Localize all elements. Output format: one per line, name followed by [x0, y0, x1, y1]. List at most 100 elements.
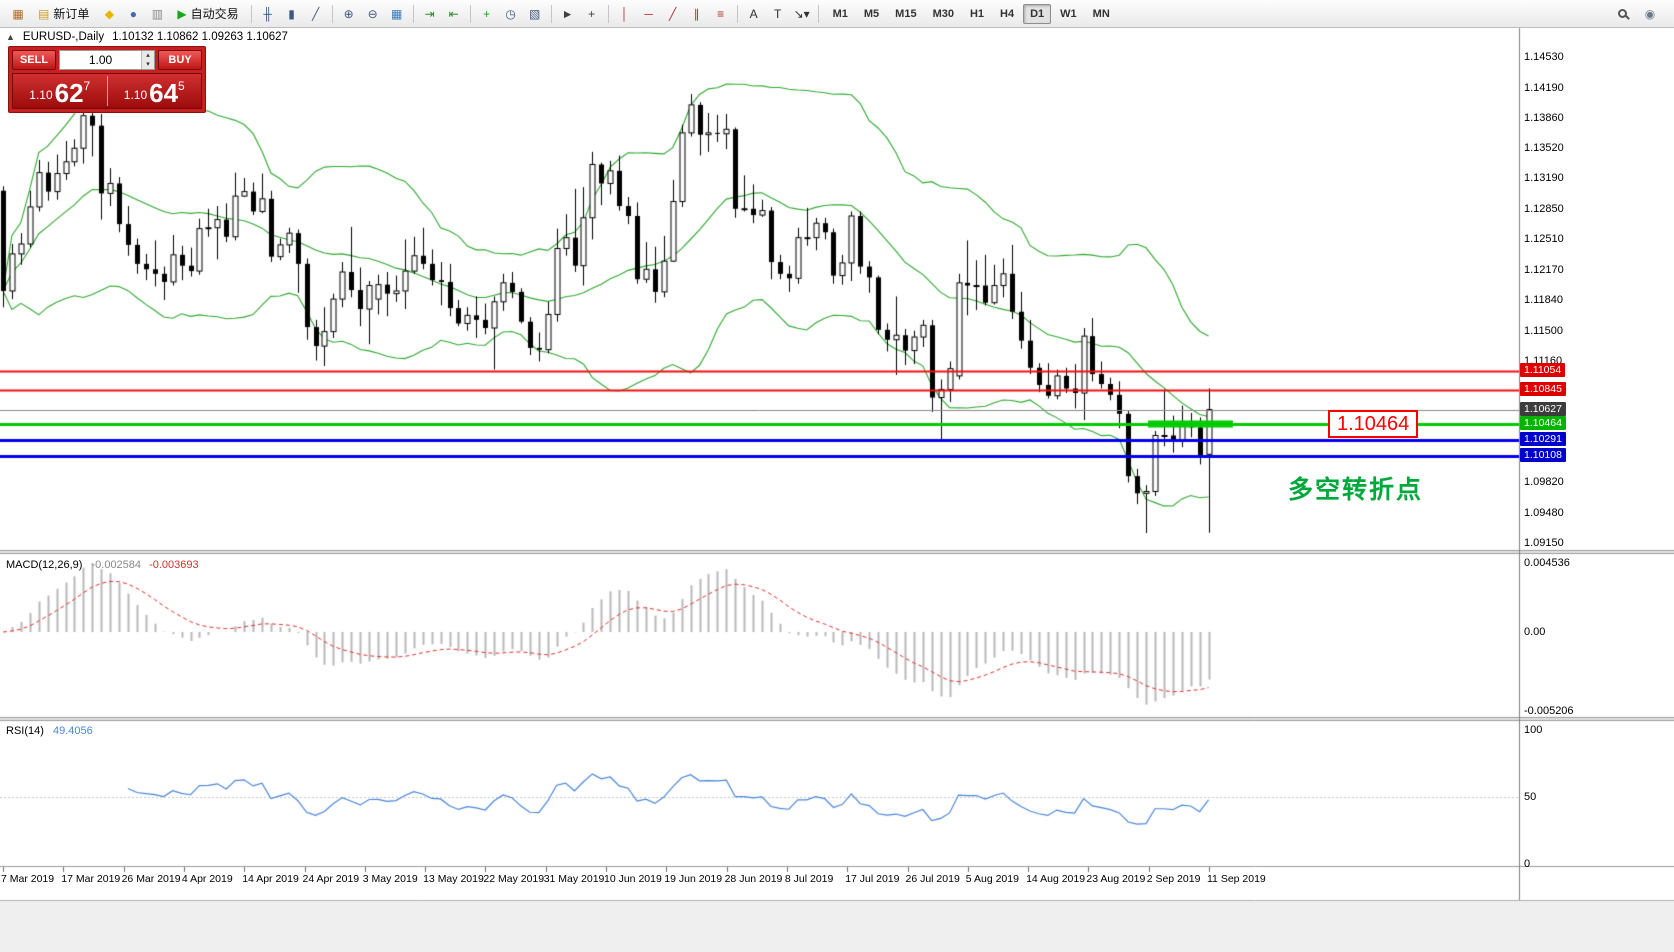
zoom-out-icon[interactable]: ⊖ — [362, 3, 384, 25]
trendline-icon: ╱ — [668, 6, 677, 21]
new-order-button: ▤ — [38, 6, 50, 21]
buy-button[interactable]: BUY — [158, 50, 202, 70]
new-chart-icon: ▦ — [12, 6, 24, 21]
search-icon — [1617, 9, 1627, 18]
templates-icon[interactable]: ▧ — [524, 3, 546, 25]
periods-icon: ◷ — [505, 6, 516, 21]
sell-price[interactable]: 1.10 62 7 — [13, 74, 107, 108]
candlestick-chart-icon[interactable]: ▮ — [281, 3, 303, 25]
turning-point-label[interactable]: 多空转折点 — [1288, 476, 1424, 504]
auto-scroll-icon: ⇥ — [424, 6, 435, 21]
volume-down-button[interactable]: ▾ — [142, 60, 154, 69]
price-callout-box[interactable]: 1.10464 — [1328, 410, 1419, 438]
buy-price[interactable]: 1.10 64 5 — [108, 74, 202, 108]
chart-shift-icon[interactable]: ⇤ — [443, 3, 465, 25]
vertical-line-icon[interactable]: │ — [614, 3, 636, 25]
volume-value[interactable]: 1.00 — [88, 53, 113, 67]
oct-price-divider — [106, 76, 108, 106]
autotrading-button[interactable]: ▶ 自动交易 — [170, 3, 245, 25]
text-label-icon[interactable]: T — [767, 3, 789, 25]
zoom-in-icon[interactable]: ⊕ — [338, 3, 360, 25]
experts-icon: ● — [129, 6, 137, 21]
new-order-button-label: 新订单 — [53, 7, 90, 21]
zoom-out-icon: ⊖ — [367, 6, 378, 21]
new-order-button[interactable]: ▤ 新订单 — [31, 3, 96, 25]
cursor-icon: ► — [561, 6, 574, 21]
toolbar-separator — [817, 4, 819, 23]
auto-scroll-icon[interactable]: ⇥ — [419, 3, 441, 25]
trendline-icon[interactable]: ╱ — [662, 3, 684, 25]
horizontal-line-icon: ─ — [644, 6, 653, 21]
timeframe-m30-button[interactable]: M30 — [932, 7, 954, 20]
channel-icon: ∥ — [693, 6, 700, 21]
experts-icon[interactable]: ● — [122, 3, 144, 25]
bar-chart-icon: ╫ — [263, 6, 272, 21]
arrows-icon: ↘▾ — [793, 6, 810, 21]
sell-button[interactable]: SELL — [12, 50, 56, 70]
timeframe-d1-button[interactable]: D1 — [1023, 3, 1052, 24]
rsi-indicator-label: RSI(14) 49.4056 — [6, 725, 93, 737]
crosshair-icon: + — [588, 6, 596, 21]
toolbar-separator — [607, 4, 609, 23]
tile-windows-icon[interactable]: ▦ — [386, 3, 408, 25]
line-chart-icon: ╱ — [311, 6, 320, 21]
candlestick-chart-icon: ▮ — [288, 6, 295, 21]
sell-price-prefix: 1.10 — [29, 88, 53, 102]
volume-up-button[interactable]: ▴ — [142, 51, 154, 60]
chart-symbol-label: EURUSD-,Daily — [22, 31, 105, 43]
timeframe-m5-button[interactable]: M5 — [863, 7, 880, 20]
timeframe-w1-button[interactable]: W1 — [1060, 7, 1077, 20]
text-icon[interactable]: A — [743, 3, 765, 25]
toolbar-left-group: ▦ ▤ 新订单 ◆ ● ▥ ▶ 自动交易 ╫ ▮ ╱ ⊕ ⊖ ▦ ⇥ ⇤ + ◷ ▧ ► + │ ─ ╱ ∥ ≡ A T ↘▾ — [6, 3, 823, 25]
chart-symbol-line: ▲ EURUSD-,Daily 1.10132 1.10862 1.09263 … — [6, 31, 288, 43]
text-icon: A — [749, 6, 758, 21]
crosshair-icon[interactable]: + — [581, 3, 603, 25]
oct-controls-row: SELL 1.00 ▴ ▾ BUY — [12, 50, 202, 70]
toolbar-separator — [469, 4, 471, 23]
arrows-icon[interactable]: ↘▾ — [791, 3, 813, 25]
cursor-icon[interactable]: ► — [557, 3, 579, 25]
timeframe-h1-button[interactable]: H1 — [969, 7, 985, 20]
templates-icon: ▧ — [528, 6, 541, 21]
line-chart-icon[interactable]: ╱ — [305, 3, 327, 25]
macd-signal-value: -0.003693 — [149, 559, 199, 571]
channel-icon[interactable]: ∥ — [686, 3, 708, 25]
rsi-value: 49.4056 — [52, 725, 93, 737]
search-icon[interactable] — [1611, 3, 1633, 25]
one-click-trading-panel: SELL 1.00 ▴ ▾ BUY 1.10 62 7 1.10 64 5 — [8, 46, 206, 113]
timeframe-m1-button[interactable]: M1 — [832, 7, 848, 20]
bar-chart-icon[interactable]: ╫ — [257, 3, 279, 25]
chart-shift-icon: ⇤ — [448, 6, 459, 21]
fibonacci-icon: ≡ — [717, 6, 725, 21]
new-chart-icon[interactable]: ▦ — [7, 3, 29, 25]
volume-field[interactable]: 1.00 ▴ ▾ — [59, 50, 155, 70]
toolbar-separator — [550, 4, 552, 23]
periods-icon[interactable]: ◷ — [500, 3, 522, 25]
metaeditor-icon[interactable]: ◆ — [98, 3, 120, 25]
metaeditor-icon: ◆ — [104, 6, 114, 21]
text-label-icon: T — [773, 6, 782, 21]
timeframe-mn-button[interactable]: MN — [1092, 7, 1110, 20]
market-icon[interactable]: ▥ — [146, 3, 168, 25]
horizontal-line-icon[interactable]: ─ — [638, 3, 660, 25]
oct-collapse-icon[interactable]: ▲ — [6, 32, 15, 42]
timeframe-h4-button[interactable]: H4 — [1000, 7, 1015, 20]
chart-ohlc-values: 1.10132 1.10862 1.09263 1.10627 — [112, 31, 288, 43]
macd-indicator-label: MACD(12,26,9) -0.002584 -0.003693 — [6, 559, 199, 571]
toolbar-separator — [412, 4, 414, 23]
oct-prices-row: 1.10 62 7 1.10 64 5 — [12, 73, 202, 109]
fibonacci-icon[interactable]: ≡ — [710, 3, 732, 25]
toolbar-separator — [736, 4, 738, 23]
autotrading-button-label: 自动交易 — [190, 7, 239, 21]
community-icon: ◉ — [1644, 6, 1656, 21]
rsi-name: RSI(14) — [6, 725, 44, 737]
autotrading-button: ▶ — [177, 6, 187, 21]
sell-price-pips: 62 — [54, 77, 84, 108]
community-icon[interactable]: ◉ — [1639, 3, 1661, 25]
timeframe-m15-button[interactable]: M15 — [895, 7, 917, 20]
zoom-in-icon: ⊕ — [343, 6, 354, 21]
indicators-icon[interactable]: + — [476, 3, 498, 25]
buy-price-prefix: 1.10 — [123, 88, 148, 102]
macd-main-value: -0.002584 — [91, 559, 142, 571]
